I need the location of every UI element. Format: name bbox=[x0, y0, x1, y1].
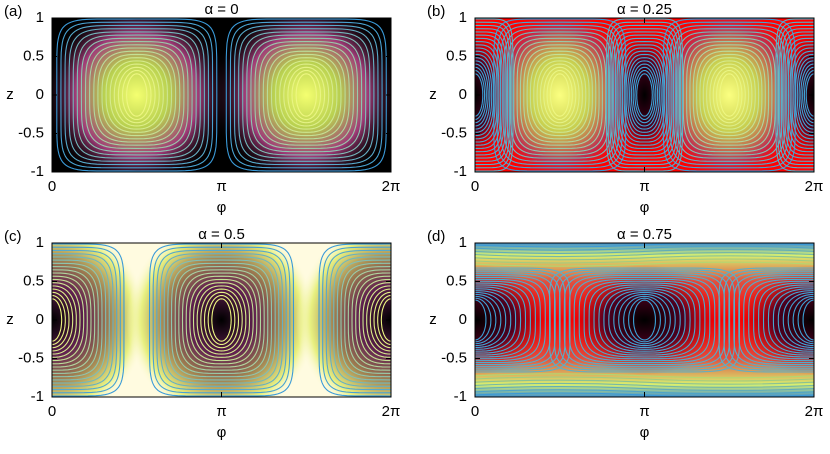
chart-title: α = 0.5 bbox=[198, 226, 245, 243]
y-tick-label: 0.5 bbox=[23, 47, 44, 64]
y-tick-label: -1 bbox=[31, 163, 44, 180]
panel-label: (c) bbox=[4, 228, 22, 245]
y-axis-label: z bbox=[429, 311, 437, 328]
x-tick-label: 2π bbox=[805, 403, 824, 420]
y-tick-label: 0 bbox=[459, 86, 467, 103]
x-tick-label: π bbox=[216, 178, 226, 195]
y-tick-label: 1 bbox=[36, 9, 44, 26]
plot-area bbox=[437, 5, 830, 185]
x-axis-label: φ bbox=[217, 199, 227, 216]
y-tick-label: -1 bbox=[454, 163, 467, 180]
x-tick-label: 2π bbox=[382, 403, 401, 420]
x-tick-label: 0 bbox=[471, 178, 479, 195]
chart-title: α = 0.75 bbox=[617, 226, 672, 243]
y-tick-label: -0.5 bbox=[441, 349, 467, 366]
y-tick-label: 1 bbox=[459, 9, 467, 26]
x-tick-label: 2π bbox=[382, 178, 401, 195]
panel-label: (d) bbox=[427, 228, 445, 245]
chart-title: α = 0 bbox=[204, 1, 238, 18]
x-tick-label: π bbox=[639, 178, 649, 195]
y-tick-label: 1 bbox=[459, 234, 467, 251]
y-tick-label: 0 bbox=[36, 86, 44, 103]
x-axis-label: φ bbox=[640, 199, 650, 216]
x-tick-label: π bbox=[639, 403, 649, 420]
field-blob bbox=[610, 25, 680, 165]
x-axis-label: φ bbox=[640, 424, 650, 441]
y-tick-label: -0.5 bbox=[441, 124, 467, 141]
plot-area bbox=[380, 243, 830, 397]
y-tick-label: 0 bbox=[36, 311, 44, 328]
y-tick-label: 0.5 bbox=[446, 47, 467, 64]
y-tick-label: -1 bbox=[31, 388, 44, 405]
x-tick-label: π bbox=[216, 403, 226, 420]
y-tick-label: 0.5 bbox=[446, 272, 467, 289]
plot-area bbox=[0, 220, 486, 420]
y-axis-label: z bbox=[429, 86, 437, 103]
x-tick-label: 2π bbox=[805, 178, 824, 195]
x-tick-label: 0 bbox=[48, 403, 56, 420]
plot-area bbox=[42, 0, 402, 190]
chart-title: α = 0.25 bbox=[617, 1, 672, 18]
y-tick-label: 0 bbox=[459, 311, 467, 328]
x-tick-label: 0 bbox=[471, 403, 479, 420]
y-tick-label: -0.5 bbox=[18, 349, 44, 366]
panel-label: (b) bbox=[427, 3, 445, 20]
y-axis-label: z bbox=[6, 86, 14, 103]
y-tick-label: -0.5 bbox=[18, 124, 44, 141]
panel-label: (a) bbox=[4, 3, 22, 20]
y-tick-label: 0.5 bbox=[23, 272, 44, 289]
y-tick-label: 1 bbox=[36, 234, 44, 251]
x-tick-label: 0 bbox=[48, 178, 56, 195]
x-axis-label: φ bbox=[217, 424, 227, 441]
y-tick-label: -1 bbox=[454, 388, 467, 405]
y-axis-label: z bbox=[6, 311, 14, 328]
